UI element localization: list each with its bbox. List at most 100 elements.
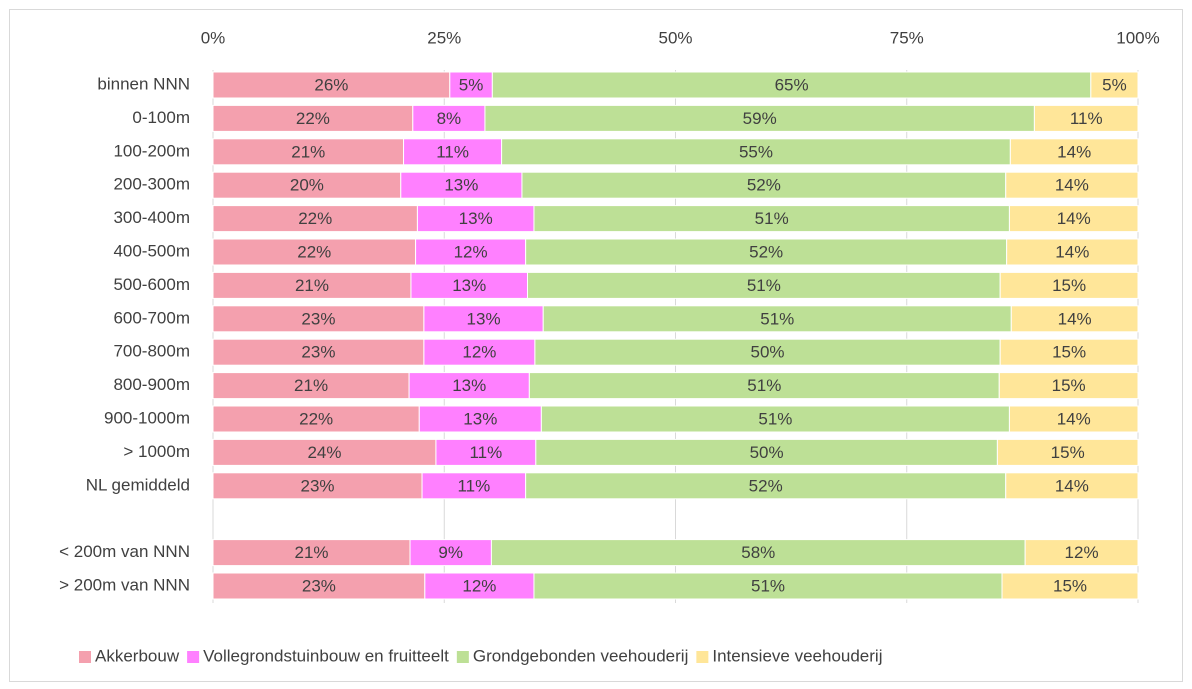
data-label: 50% (750, 443, 784, 462)
data-label: 13% (467, 309, 501, 328)
data-label: 21% (294, 376, 328, 395)
bar-segment (1006, 238, 1139, 266)
bar-segment (435, 438, 537, 466)
bar-segment (1010, 305, 1139, 333)
data-label: 13% (444, 176, 478, 195)
bar-segment (418, 405, 542, 433)
data-label: 58% (741, 543, 775, 562)
legend-swatch (187, 651, 200, 663)
y-tick-label: 200-300m (113, 175, 190, 194)
data-label: 51% (760, 309, 794, 328)
bar-segment (212, 572, 426, 600)
data-label: 12% (454, 242, 488, 261)
y-tick-label: binnen NNN (97, 74, 190, 93)
data-label: 13% (463, 409, 497, 428)
y-tick-label: 400-500m (113, 241, 190, 260)
data-label: 11% (469, 443, 502, 462)
bar-segment (212, 472, 423, 500)
data-label: 13% (452, 276, 486, 295)
data-label: 52% (747, 176, 781, 195)
y-tick-label: 500-600m (113, 275, 190, 294)
x-tick-label: 100% (1116, 28, 1159, 47)
data-label: 22% (299, 409, 333, 428)
data-label: 5% (1102, 75, 1127, 94)
data-label: 59% (743, 109, 777, 128)
x-tick-label: 25% (427, 28, 461, 47)
data-label: 14% (1055, 242, 1089, 261)
legend-swatch (456, 651, 469, 663)
bar-segment (212, 405, 420, 433)
data-label: 5% (459, 75, 484, 94)
data-label: 26% (314, 75, 348, 94)
data-label: 14% (1057, 409, 1091, 428)
data-label: 51% (751, 576, 785, 595)
x-tick-label: 0% (201, 28, 226, 47)
bar-segment (533, 572, 1003, 600)
bar-segment (212, 271, 412, 299)
data-label: 15% (1051, 443, 1085, 462)
bar-segment (996, 438, 1139, 466)
bar-segment (408, 372, 530, 400)
y-tick-label: > 200m van NNN (59, 575, 190, 594)
y-tick-label: < 200m van NNN (59, 542, 190, 561)
bar-segment (212, 71, 451, 99)
bar-segment (415, 238, 527, 266)
y-tick-label: 100-200m (113, 141, 190, 160)
bar-segment (525, 238, 1008, 266)
bar-segment (533, 205, 1010, 233)
legend-label: Akkerbouw (95, 646, 180, 665)
bar-segment (212, 205, 418, 233)
bar-segment (998, 372, 1139, 400)
bar-segment (1001, 572, 1139, 600)
bar-segment (1033, 104, 1139, 132)
bar-segment (212, 338, 425, 366)
data-label: 23% (301, 343, 335, 362)
y-tick-label: NL gemiddeld (86, 475, 190, 494)
bar-segment (416, 205, 535, 233)
data-label: 23% (302, 576, 336, 595)
y-tick-label: 900-1000m (104, 408, 190, 427)
legend-label: Vollegrondstuinbouw en fruitteelt (203, 646, 449, 665)
bar-segment (1008, 205, 1139, 233)
data-label: 51% (755, 209, 789, 228)
legend-swatch (79, 651, 91, 663)
data-label: 14% (1057, 142, 1091, 161)
data-label: 12% (462, 343, 496, 362)
bar-segment (540, 405, 1010, 433)
bar-segment (535, 438, 998, 466)
bar-segment (542, 305, 1012, 333)
data-label: 23% (301, 476, 335, 495)
bar-segment (421, 472, 527, 500)
data-label: 13% (452, 376, 486, 395)
bar-segment (212, 305, 425, 333)
bar-segment (212, 539, 411, 567)
legend-swatch (696, 651, 709, 663)
bar-segment (999, 271, 1139, 299)
y-tick-label: 700-800m (113, 342, 190, 361)
data-label: 51% (758, 409, 792, 428)
data-label: 15% (1053, 576, 1087, 595)
bar-segment (403, 138, 503, 166)
data-label: 22% (297, 242, 331, 261)
data-label: 11% (436, 142, 469, 161)
bar-segment (409, 539, 492, 567)
bar-segment (410, 271, 529, 299)
data-label: 11% (457, 476, 490, 495)
y-tick-label: 300-400m (113, 208, 190, 227)
data-label: 50% (751, 343, 785, 362)
bar-segment (1005, 171, 1139, 199)
data-label: 65% (775, 75, 809, 94)
data-label: 9% (438, 543, 463, 562)
bar-segment (999, 338, 1139, 366)
bar-segment (521, 171, 1007, 199)
data-label: 51% (747, 276, 781, 295)
data-label: 12% (462, 576, 496, 595)
data-label: 51% (747, 376, 781, 395)
data-label: 22% (298, 209, 332, 228)
bar-segment (449, 71, 493, 99)
bar-segment (1005, 472, 1139, 500)
data-label: 22% (296, 109, 330, 128)
data-label: 12% (1065, 543, 1099, 562)
bar-segment (1024, 539, 1139, 567)
